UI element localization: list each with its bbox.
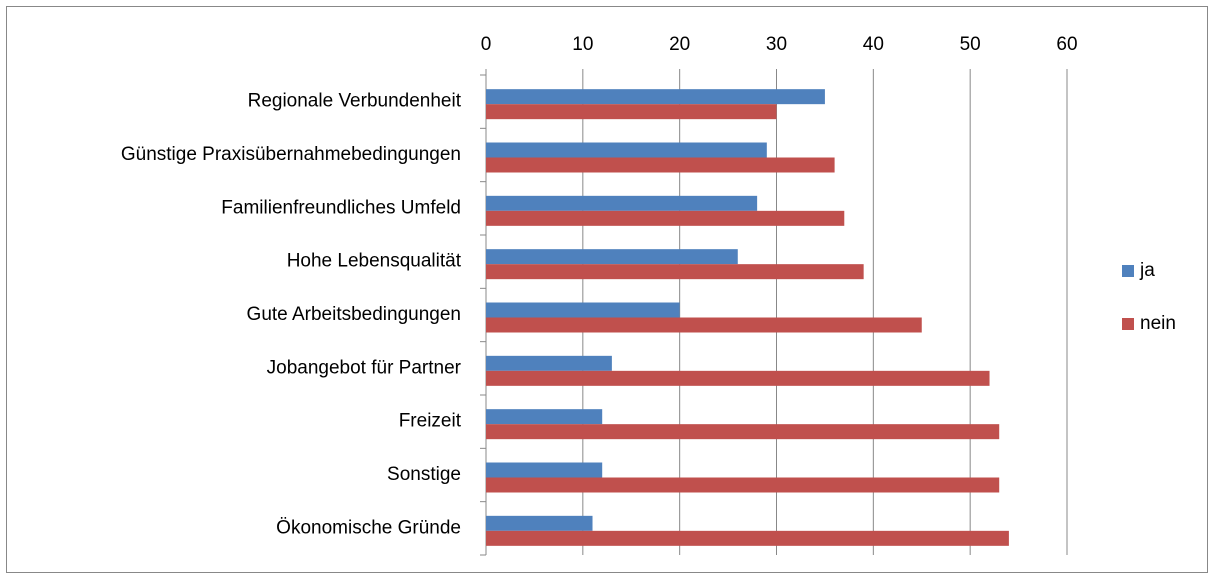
bar: [486, 249, 738, 265]
y-tick-label: Gute Arbeitsbedingungen: [247, 304, 461, 325]
legend-label: ja: [1139, 260, 1155, 281]
bar: [486, 302, 680, 318]
x-tick-label: 0: [481, 34, 492, 55]
x-tick-label: 30: [766, 34, 787, 55]
y-tick-label: Günstige Praxisübernahmebedingungen: [121, 144, 461, 165]
x-tick-label: 40: [863, 34, 884, 55]
bar: [486, 195, 758, 211]
bar: [486, 462, 603, 478]
legend-swatch: [1122, 265, 1134, 277]
y-tick-label: Hohe Lebensqualität: [287, 251, 462, 272]
bar: [486, 104, 777, 120]
y-tick-label: Regionale Verbundenheit: [248, 91, 462, 112]
bar: [486, 370, 990, 386]
bar: [486, 355, 612, 371]
bar: [486, 477, 1000, 493]
y-tick-label: Familienfreundliches Umfeld: [221, 197, 461, 218]
x-tick-label: 50: [960, 34, 981, 55]
y-tick-label: Freizeit: [399, 411, 462, 432]
y-tick-label: Ökonomische Gründe: [276, 517, 461, 538]
x-tick-label: 60: [1056, 34, 1077, 55]
legend-label: nein: [1140, 313, 1176, 334]
bar: [486, 515, 593, 531]
x-tick-label: 10: [572, 34, 593, 55]
x-tick-label: 20: [669, 34, 690, 55]
y-tick-label: Jobangebot für Partner: [267, 357, 462, 378]
bar: [486, 424, 1000, 440]
bar: [486, 409, 603, 425]
bar: [486, 89, 825, 105]
legend-swatch: [1122, 318, 1134, 330]
bar: [486, 530, 1009, 546]
bar: [486, 317, 922, 333]
bar: [486, 142, 767, 158]
bar: [486, 210, 845, 226]
bar: [486, 264, 864, 280]
y-tick-label: Sonstige: [387, 464, 461, 485]
bar: [486, 157, 835, 173]
